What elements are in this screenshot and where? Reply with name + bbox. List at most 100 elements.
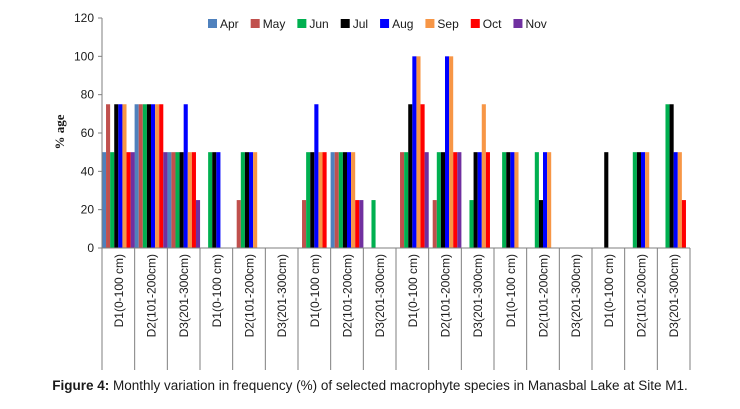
bar-jul-3 [179,152,184,248]
bar-sep-11 [449,56,454,248]
legend-swatch-jul [340,19,350,28]
bar-jun-5 [240,152,245,248]
bar-aug-4 [216,152,221,248]
y-tick-label: 40 [81,164,95,178]
bar-nov-10 [424,152,429,248]
y-tick-label: 80 [81,88,95,102]
y-axis-label: % age [52,114,67,149]
bar-jun-17 [632,152,637,248]
bar-jul-11 [440,152,445,248]
bar-jun-18 [665,104,670,248]
bar-oct-1 [126,152,131,248]
bar-aug-12 [477,152,482,248]
bar-oct-3 [191,152,196,248]
figure-caption: Figure 4: Monthly variation in frequency… [0,378,740,393]
bar-sep-8 [351,152,356,248]
bar-sep-14 [547,152,552,248]
bar-jul-4 [212,152,217,248]
bar-sep-17 [645,152,650,248]
legend-swatch-oct [470,19,480,28]
bar-jun-11 [436,152,441,248]
x-tick-label: D2(101-200cm) [635,254,649,337]
bar-sep-2 [155,104,160,248]
y-tick-label: 20 [81,203,95,217]
x-tick-label: D1(0-100 cm) [308,254,322,327]
bar-may-10 [400,152,405,248]
bar-sep-12 [481,104,486,248]
bar-aug-3 [183,104,188,248]
bar-aug-10 [412,56,417,248]
bar-jul-18 [669,104,674,248]
bar-jul-10 [408,104,413,248]
bar-jul-12 [473,152,478,248]
bar-oct-2 [159,104,164,248]
bar-sep-5 [253,152,258,248]
bar-jul-2 [146,104,151,248]
bar-jun-1 [110,152,115,248]
bar-may-8 [334,152,339,248]
bar-jun-10 [404,152,409,248]
x-tick-label: D3(201-300cm) [667,254,681,337]
bar-aug-13 [510,152,515,248]
bar-oct-12 [485,152,490,248]
bar-oct-8 [355,200,360,248]
caption-text: Monthly variation in frequency (%) of se… [109,378,688,393]
bar-jul-7 [310,152,315,248]
bar-jun-3 [175,152,180,248]
bar-apr-8 [330,152,335,248]
bar-may-2 [138,104,143,248]
bar-nov-2 [163,152,168,248]
bar-sep-7 [318,152,323,248]
chart-bars [101,56,686,248]
bar-sep-18 [677,152,682,248]
bar-aug-18 [673,152,678,248]
legend-swatch-jun [297,19,307,28]
legend-label-apr: Apr [220,17,239,31]
legend-label-nov: Nov [525,17,546,31]
legend-label-sep: Sep [437,17,459,31]
bar-jun-2 [142,104,147,248]
bar-jul-1 [114,104,119,248]
bar-jul-14 [538,200,543,248]
y-tick-label: 0 [87,241,94,255]
x-tick-label: D3(201-300cm) [373,254,387,337]
legend-label-oct: Oct [483,17,502,31]
bar-may-3 [171,152,176,248]
bar-aug-1 [118,104,123,248]
bar-may-7 [302,200,307,248]
bar-jul-5 [244,152,249,248]
legend-swatch-apr [208,19,217,28]
caption-label: Figure 4: [52,378,110,393]
y-tick-label: 100 [74,49,94,63]
x-tick-label: D2(101-200cm) [145,254,159,337]
bar-aug-11 [445,56,450,248]
x-tick-label: D1(0-100 cm) [602,254,616,327]
bar-oct-10 [420,104,425,248]
bar-jul-17 [636,152,641,248]
x-tick-label: D3(201-300cm) [177,254,191,337]
bar-oct-18 [681,200,686,248]
bar-nov-3 [195,200,201,248]
legend-swatch-aug [380,19,390,28]
bar-nov-11 [457,152,462,248]
x-tick-label: D2(101-200cm) [341,254,355,337]
x-tick-label: D1(0-100 cm) [406,254,420,327]
bar-sep-13 [514,152,519,248]
bar-nov-8 [359,200,364,248]
bar-aug-2 [151,104,156,248]
bar-apr-3 [167,152,172,248]
x-tick-label: D1(0-100 cm) [504,254,518,327]
bar-aug-8 [347,152,352,248]
bar-sep-1 [122,104,127,248]
x-tick-label: D3(201-300cm) [471,254,485,337]
bar-may-5 [236,200,241,248]
x-tick-label: D3(201-300cm) [275,254,289,337]
bar-jun-4 [208,152,213,248]
bar-jun-9 [371,200,376,248]
legend-swatch-sep [425,19,435,28]
bar-jun-8 [338,152,343,248]
legend-label-jun: Jun [309,17,328,31]
bar-jun-12 [469,200,474,248]
bar-sep-3 [187,152,192,248]
legend-label-jul: Jul [353,17,368,31]
